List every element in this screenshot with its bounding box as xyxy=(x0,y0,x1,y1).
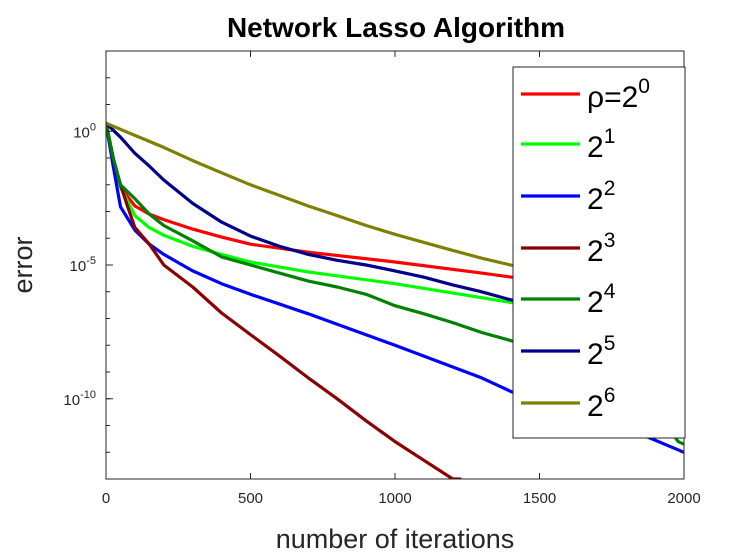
legend: ρ=20 21 22 23 24 25 26 xyxy=(512,66,686,439)
legend-label-1: ρ=20 xyxy=(587,75,650,114)
x-axis-ticks: 0 500 1000 1500 2000 xyxy=(102,51,701,507)
y-tick-label: 10-5 xyxy=(70,255,96,275)
y-tick-label: 100 xyxy=(73,121,96,141)
legend-label-7: 26 xyxy=(587,384,615,423)
y-axis-label: error xyxy=(8,236,38,293)
series-line-4 xyxy=(106,121,462,479)
legend-label-3: 22 xyxy=(587,177,615,216)
legend-label-4: 23 xyxy=(587,229,615,268)
x-tick-label: 1000 xyxy=(378,490,411,507)
x-tick-label: 0 xyxy=(102,490,110,507)
legend-label-6: 25 xyxy=(587,332,615,371)
x-axis-label: number of iterations xyxy=(276,524,515,554)
x-tick-label: 500 xyxy=(238,490,263,507)
y-axis-ticks: 100 10-5 10-10 xyxy=(63,50,684,480)
x-tick-label: 1500 xyxy=(523,490,556,507)
legend-box xyxy=(512,66,686,439)
legend-label-2: 21 xyxy=(587,125,615,164)
legend-label-5: 24 xyxy=(587,280,616,319)
y-tick-label: 10-10 xyxy=(63,389,96,409)
chart-title: Network Lasso Algorithm xyxy=(227,12,565,43)
x-tick-label: 2000 xyxy=(667,490,700,507)
